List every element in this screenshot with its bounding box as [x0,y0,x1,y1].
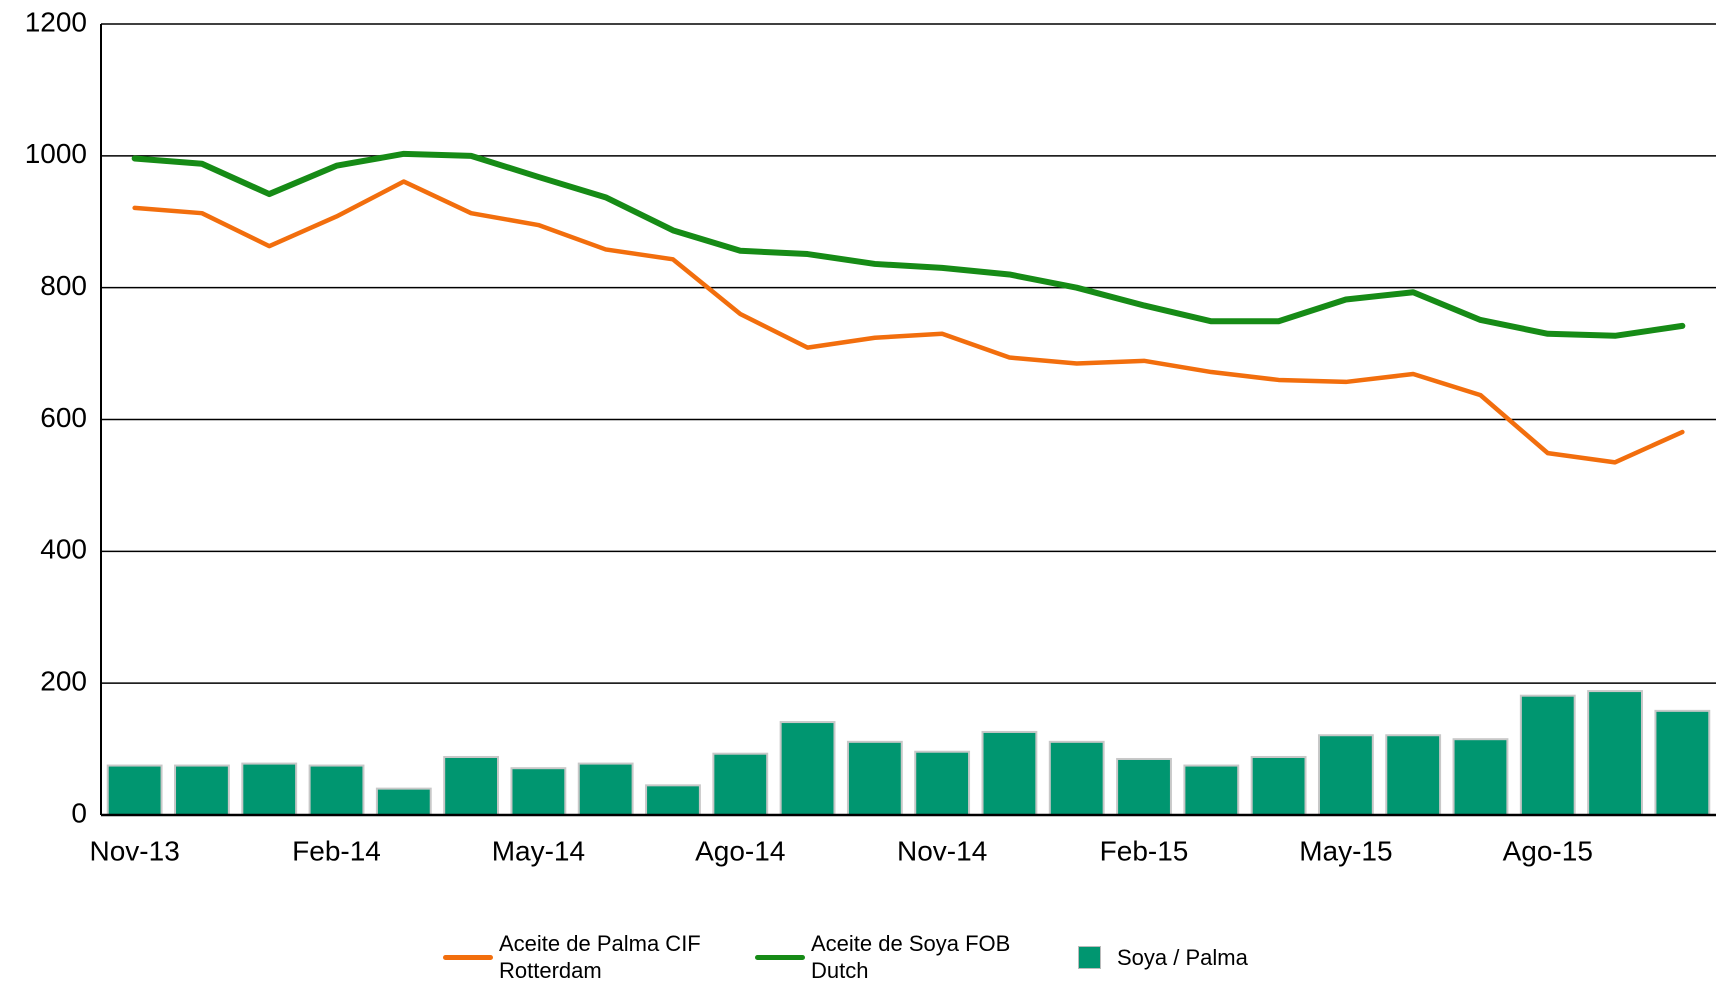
bar [106,764,163,816]
y-tick-label: 600 [40,402,87,433]
y-tick-label: 1000 [25,138,87,169]
bar [1385,734,1442,817]
y-tick-label: 200 [40,666,87,697]
y-tick-label: 800 [40,270,87,301]
bar [577,762,634,817]
bar [1048,740,1105,817]
x-tick-label: Ago-14 [695,835,785,866]
bar [846,740,903,817]
x-tick-label: May-15 [1299,835,1392,866]
bar [645,784,701,817]
x-tick-label: Ago-15 [1503,835,1593,866]
y-tick-label: 0 [71,797,87,828]
y-tick-label: 1200 [25,6,87,37]
bar [1183,764,1240,816]
legend-item: Aceite de Soya FOB Dutch [755,930,1041,984]
bar [241,762,298,817]
line-series [132,179,1685,465]
bar [981,730,1038,817]
legend-label: Soya / Palma [1117,945,1248,970]
x-tick-label: Nov-13 [90,835,180,866]
x-tick-label: Feb-15 [1100,835,1189,866]
legend-swatch [443,954,493,960]
y-tick-label: 400 [40,534,87,565]
bar [1654,709,1711,817]
chart: 0 200 400 600 800 1000 1200 Nov-13 Feb-14 May-14 A… [25,6,1716,866]
legend-label: Aceite de Palma CIF Rotterdam [499,931,701,983]
legend-item: Aceite de Palma CIF Rotterdam [443,930,729,984]
x-tick-label: Feb-14 [292,835,381,866]
bar [174,764,230,816]
bar [914,750,971,816]
bar [712,752,769,817]
bar [1317,734,1374,817]
bar [375,787,432,817]
bar [510,767,567,816]
bar [1250,755,1307,817]
legend-label: Aceite de Soya FOB Dutch [811,931,1011,983]
bar [443,755,500,817]
legend-item: Soya / Palma [1078,944,1317,971]
legend: Aceite de Palma CIF Rotterdam Aceite de S… [0,930,1716,990]
x-tick-label: Nov-14 [897,835,987,866]
bar [1519,694,1576,817]
line-series [131,150,1686,339]
bar [1587,690,1643,816]
bar [1116,757,1172,816]
bar [308,764,365,816]
legend-swatch [755,954,805,960]
x-tick-label: May-14 [492,835,585,866]
bar [779,721,836,816]
legend-swatch [1078,946,1101,969]
bar [1452,738,1509,817]
